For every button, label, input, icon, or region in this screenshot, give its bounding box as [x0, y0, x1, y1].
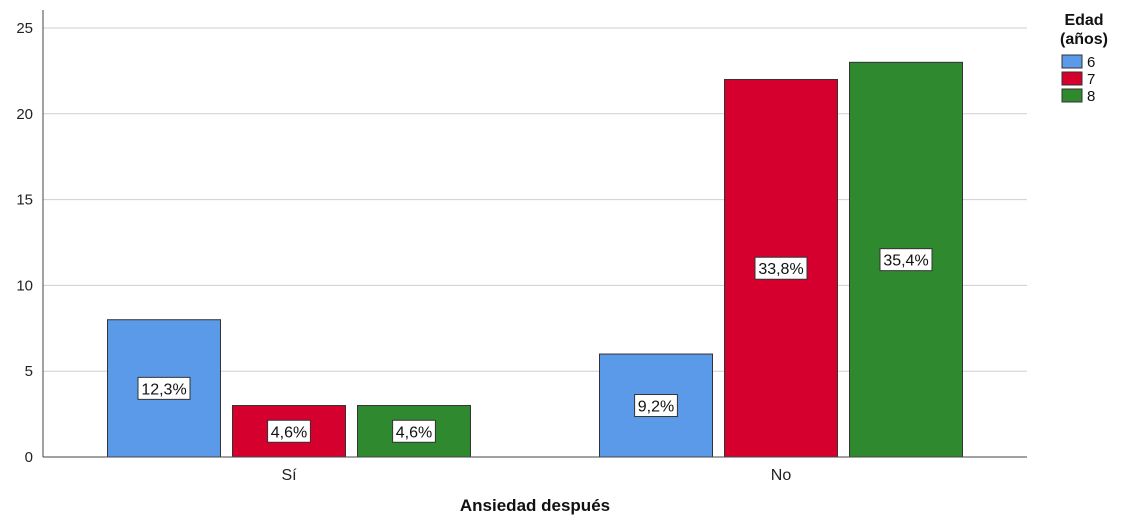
legend-title: (años) [1060, 31, 1108, 48]
y-tick-label: 15 [16, 192, 33, 209]
data-label-box [634, 394, 678, 418]
x-axis-label: Ansiedad después [460, 496, 610, 515]
data-label: 9,2% [638, 399, 674, 416]
data-label-box [137, 376, 191, 400]
category-label: No [771, 467, 792, 484]
bars [107, 61, 963, 458]
data-label: 33,8% [758, 261, 803, 278]
data-labels: 12,3% 4,6% 4,6% 9,2% 33,8% 35,4% [137, 248, 933, 443]
data-label-box [754, 256, 808, 280]
y-tick-label: 20 [16, 106, 33, 123]
y-tick-label: 0 [25, 449, 33, 466]
data-label: 35,4% [883, 253, 928, 270]
legend-swatch-8 [1061, 88, 1083, 103]
legend-label-8: 8 [1087, 88, 1095, 105]
legend-title: Edad [1064, 12, 1103, 29]
y-tick-labels: 0 5 10 15 20 25 [16, 20, 33, 466]
data-label-box [879, 248, 933, 272]
y-tick-label: 5 [25, 363, 33, 380]
category-label: Sí [281, 467, 297, 484]
legend-label-7: 7 [1087, 71, 1095, 88]
legend-swatch-6 [1061, 54, 1083, 69]
legend-swatch-7 [1061, 71, 1083, 86]
data-label: 4,6% [271, 424, 307, 441]
data-label: 4,6% [396, 424, 432, 441]
y-tick-label: 10 [16, 277, 33, 294]
data-label: 12,3% [141, 381, 186, 398]
legend: Edad (años) 678 [1060, 12, 1108, 105]
legend-label-6: 6 [1087, 54, 1095, 71]
y-tick-label: 25 [16, 20, 33, 37]
axes [42, 10, 1027, 458]
data-label-box [392, 419, 436, 443]
data-label-box [267, 419, 311, 443]
category-labels: Sí No [281, 467, 791, 484]
